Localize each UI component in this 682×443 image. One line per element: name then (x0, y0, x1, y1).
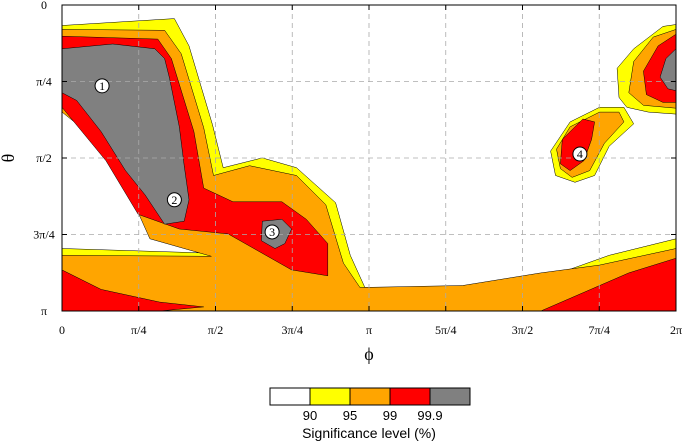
y-tick-label: 0 (41, 0, 47, 12)
colorbar-swatch (309, 387, 351, 406)
region-marker-label: 4 (577, 147, 583, 161)
x-tick-label: 2π (670, 323, 682, 337)
colorbar-label: Significance level (%) (302, 425, 436, 441)
colorbar-swatch (389, 387, 431, 406)
colorbar-swatch (349, 387, 391, 406)
x-tick-label: 7π/4 (589, 323, 610, 337)
colorbar-swatch (429, 387, 471, 406)
region-marker-circle (94, 78, 110, 94)
x-tick-label: π/4 (131, 323, 146, 337)
x-tick-label: 0 (59, 323, 65, 337)
region-marker-circle (264, 224, 280, 240)
region-marker-circle (166, 192, 182, 208)
gridlines (62, 5, 676, 311)
colorbar-tick-label: 99.9 (417, 408, 442, 423)
x-tick-label: π/2 (208, 323, 223, 337)
contour-region-right-top-99-9 (659, 48, 676, 91)
x-tick-label: π (366, 323, 372, 337)
x-tick-label: 3π/2 (512, 323, 533, 337)
y-tick-label: π (41, 304, 47, 318)
contour-region-region-1-2-99-9 (62, 43, 190, 225)
colorbar-tick-label: 95 (343, 408, 357, 423)
y-tick-label: π/4 (36, 75, 51, 89)
colorbar: 90 95 99 99.9 (269, 387, 471, 423)
x-tick-label: 3π/4 (282, 323, 303, 337)
x-tick-label: 5π/4 (435, 323, 456, 337)
y-axis-label: θ (0, 154, 18, 163)
region-marker-label: 2 (171, 193, 177, 207)
y-tick-label: 3π/4 (33, 228, 54, 242)
colorbar-tick-label: 99 (383, 408, 397, 423)
x-axis-ticks: 0 π/4 π/2 3π/4 π 5π/4 3π/2 7π/4 2π (59, 5, 682, 337)
y-tick-label: π/2 (36, 151, 51, 165)
colorbar-swatch (269, 387, 311, 406)
contour-region-left-bottom-strip-99 (62, 269, 204, 311)
y-axis-ticks: 0 π/4 π/2 3π/4 π (33, 0, 676, 318)
region-labels: 1 2 3 4 (94, 78, 588, 240)
colorbar-tick-label: 90 (303, 408, 317, 423)
region-marker-label: 1 (99, 79, 105, 93)
region-marker-label: 3 (269, 225, 275, 239)
x-axis-label: ϕ (364, 344, 373, 364)
region-marker-circle (572, 146, 588, 162)
